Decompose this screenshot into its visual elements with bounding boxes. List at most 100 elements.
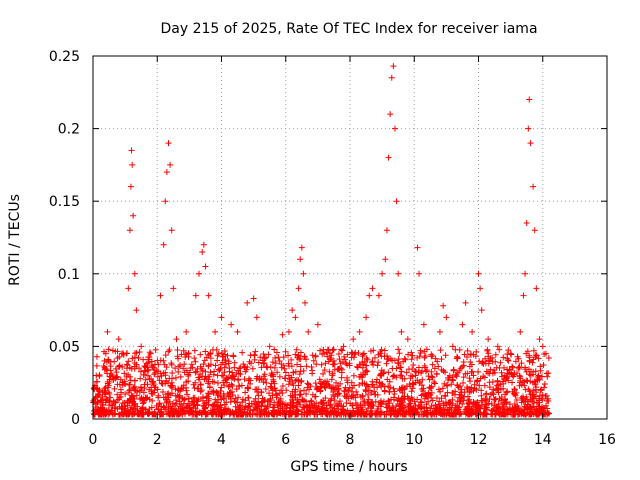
data-point (266, 343, 273, 350)
data-point-background (373, 379, 380, 386)
data-point (436, 328, 443, 335)
data-point-background (175, 387, 182, 394)
data-point (196, 270, 203, 277)
data-point-background (255, 392, 262, 399)
data-point-background (409, 396, 416, 403)
data-point-background (146, 396, 153, 403)
data-point-background (129, 355, 136, 362)
data-point-background (375, 351, 382, 358)
data-point-background (385, 397, 392, 404)
data-point-background (429, 361, 436, 368)
data-point-background (344, 361, 351, 368)
data-point-background (331, 386, 338, 393)
data-point (393, 198, 400, 205)
data-point-background (363, 411, 370, 418)
data-point-background (442, 399, 449, 406)
data-point-background (193, 368, 200, 375)
data-point-background (366, 387, 373, 394)
data-point-background (293, 346, 300, 353)
x-tick-label: 0 (89, 432, 98, 448)
data-point-background (242, 389, 249, 396)
data-point-background (415, 369, 422, 376)
data-point-background (221, 408, 228, 415)
data-point-background (399, 389, 406, 396)
data-point-background (182, 351, 189, 358)
data-point-background (113, 373, 120, 380)
data-point-background (331, 366, 338, 373)
data-point-background (498, 393, 505, 400)
data-point-background (322, 360, 329, 367)
data-point-background (246, 410, 253, 417)
data-point-background (527, 378, 534, 385)
data-point-background (519, 409, 526, 416)
data-point (383, 227, 390, 234)
data-point (395, 270, 402, 277)
data-point-background (423, 346, 430, 353)
data-point (533, 285, 540, 292)
data-point-background (192, 358, 199, 365)
data-point-background (260, 360, 267, 367)
data-point-background (96, 373, 103, 380)
data-point-background (544, 373, 551, 380)
data-point-background (320, 397, 327, 404)
data-point (485, 336, 492, 343)
data-point-background (439, 385, 446, 392)
data-point-background (530, 347, 537, 354)
data-point-background (492, 351, 499, 358)
data-point-background (472, 353, 479, 360)
data-point-background (248, 360, 255, 367)
data-point-background (317, 379, 324, 386)
data-point-background (176, 403, 183, 410)
data-point-background (393, 374, 400, 381)
data-point-background (296, 371, 303, 378)
data-point-background (146, 386, 153, 393)
data-point-background (230, 352, 237, 359)
data-point-background (254, 411, 261, 418)
data-point-background (319, 370, 326, 377)
data-point-background (119, 410, 126, 417)
data-point-background (241, 406, 248, 413)
data-point-background (512, 358, 519, 365)
data-point-background (515, 408, 522, 415)
data-point-background (432, 401, 439, 408)
data-point-background (265, 409, 272, 416)
data-point-background (457, 394, 464, 401)
data-point-background (318, 383, 325, 390)
data-point-background (355, 410, 362, 417)
data-point-background (440, 368, 447, 375)
data-point-background (350, 354, 357, 361)
data-point-background (424, 367, 431, 374)
data-point-background (397, 405, 404, 412)
data-point-background (225, 358, 232, 365)
data-point-background (317, 347, 324, 354)
data-point-background (500, 403, 507, 410)
data-point-background (490, 386, 497, 393)
data-point-background (491, 369, 498, 376)
data-point-background (263, 363, 270, 370)
data-point-background (299, 397, 306, 404)
data-point-background (460, 379, 467, 386)
data-point-background (295, 382, 302, 389)
data-point-background (272, 360, 279, 367)
data-point-background (334, 382, 341, 389)
data-point-background (141, 367, 148, 374)
data-point-background (165, 348, 172, 355)
data-point-background (157, 357, 164, 364)
data-point-background (492, 358, 499, 365)
data-point-background (322, 384, 329, 391)
data-point-background (184, 371, 191, 378)
data-point (228, 321, 235, 328)
data-point-background (329, 370, 336, 377)
grid-lines (93, 56, 607, 419)
data-point-background (320, 346, 327, 353)
data-point-background (467, 410, 474, 417)
data-point-background (233, 386, 240, 393)
data-point-background (144, 381, 151, 388)
data-point-background (504, 366, 511, 373)
data-point-background (417, 398, 424, 405)
data-point-background (541, 351, 548, 358)
data-point-background (532, 386, 539, 393)
data-point-background (211, 406, 218, 413)
data-point-background (245, 377, 252, 384)
data-point-background (383, 360, 390, 367)
